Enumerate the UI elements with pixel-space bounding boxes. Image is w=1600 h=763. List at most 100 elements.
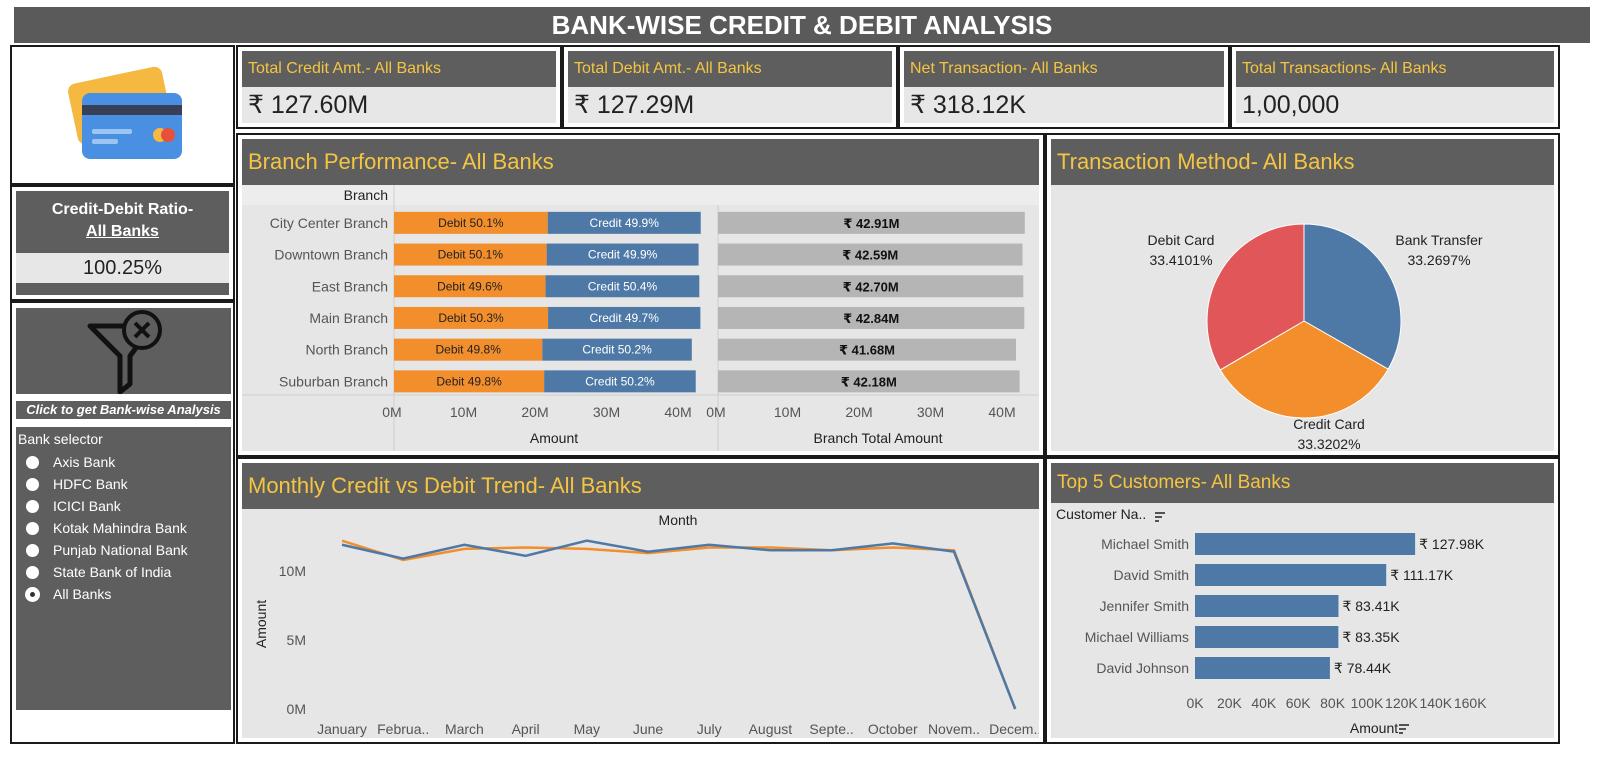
radio-unselected-icon[interactable] xyxy=(26,543,39,557)
pie-slice[interactable] xyxy=(1219,320,1389,419)
debit-bar-label: Debit 49.8% xyxy=(435,343,501,357)
bank-option[interactable]: Punjab National Bank xyxy=(26,539,231,561)
branch-header-row xyxy=(242,185,1039,205)
bank-option[interactable]: State Bank of India xyxy=(26,561,231,583)
customer-name: Michael Williams xyxy=(1085,629,1189,645)
trend-title: Monthly Credit vs Debit Trend- All Banks xyxy=(242,463,1039,509)
credit-bar[interactable] xyxy=(544,370,696,393)
total-bar[interactable] xyxy=(718,306,1025,329)
total-bar[interactable] xyxy=(718,338,1017,361)
bank-option-label: Punjab National Bank xyxy=(53,542,188,558)
x-tick-label: 160K xyxy=(1454,695,1487,711)
credit-bar-label: Credit 50.2% xyxy=(585,374,655,388)
x-tick-label: Februa.. xyxy=(377,721,429,737)
kpi-value: ₹ 127.29M xyxy=(568,87,892,123)
total-bar-label: ₹ 41.68M xyxy=(839,343,895,358)
kpi-value: ₹ 127.60M xyxy=(242,87,556,123)
radio-unselected-icon[interactable] xyxy=(26,499,39,513)
ratio-value: 100.25% xyxy=(16,253,229,283)
x-tick-label: 40M xyxy=(988,404,1015,420)
bank-option[interactable]: All Banks xyxy=(26,583,231,605)
customer-bar[interactable] xyxy=(1195,595,1339,617)
bank-option[interactable]: Axis Bank xyxy=(26,451,231,473)
trend-chart: Month Amount 0M 5M 10M January Februa.. March Ap… xyxy=(253,512,1039,737)
credit-bar[interactable] xyxy=(542,338,692,361)
debit-bar[interactable] xyxy=(394,243,547,266)
branch-chart-area: Branch City Center Branch Debit 50.1% Credi… xyxy=(242,185,1039,451)
kpi-label: Net Transaction- All Banks xyxy=(904,51,1224,87)
credit-card-icon xyxy=(68,66,182,159)
customer-bar[interactable] xyxy=(1195,533,1416,555)
pie-title: Transaction Method- All Banks xyxy=(1051,139,1554,185)
x-tick-label: 40K xyxy=(1251,695,1277,711)
radio-unselected-icon[interactable] xyxy=(26,565,39,579)
total-bar[interactable] xyxy=(718,211,1025,234)
x-tick-label: March xyxy=(445,721,484,737)
kpi-label: Total Transactions- All Banks xyxy=(1236,51,1554,87)
credit-bar[interactable] xyxy=(545,275,700,298)
customer-bar[interactable] xyxy=(1195,657,1330,679)
bank-option-label: State Bank of India xyxy=(53,564,172,580)
branch-name: Main Branch xyxy=(309,310,388,326)
customer-bar[interactable] xyxy=(1195,626,1339,648)
pie-slice[interactable] xyxy=(1303,223,1402,370)
branch-title: Branch Performance- All Banks xyxy=(242,139,1039,185)
debit-bar-label: Debit 50.1% xyxy=(438,216,504,230)
pie-chart: Bank Transfer 33.2697% Credit Card 33.3202%… xyxy=(1148,223,1483,451)
total-bar-label: ₹ 42.70M xyxy=(843,279,899,294)
x-tick-label: 10M xyxy=(774,404,801,420)
bank-option[interactable]: Kotak Mahindra Bank xyxy=(26,517,231,539)
x-tick-label: January xyxy=(317,721,367,737)
branch-name: Downtown Branch xyxy=(274,247,388,263)
customers-panel: Top 5 Customers- All Banks Customer Na..… xyxy=(1045,457,1560,744)
credit-bar[interactable] xyxy=(546,243,699,266)
credit-bar-label: Credit 49.9% xyxy=(588,248,658,262)
kpi-value: ₹ 318.12K xyxy=(904,87,1224,123)
x-tick-label: 20M xyxy=(521,404,548,420)
total-bar[interactable] xyxy=(718,370,1020,393)
bank-option-label: Kotak Mahindra Bank xyxy=(53,520,187,536)
debit-bar[interactable] xyxy=(394,370,545,393)
x-tick-label: 120K xyxy=(1385,695,1418,711)
bank-option[interactable]: HDFC Bank xyxy=(26,473,231,495)
radio-unselected-icon[interactable] xyxy=(26,455,39,469)
pie-slice-percent: 33.3202% xyxy=(1297,436,1360,451)
total-bar[interactable] xyxy=(718,243,1023,266)
bank-option[interactable]: ICICI Bank xyxy=(26,495,231,517)
debit-bar[interactable] xyxy=(394,211,548,234)
radio-unselected-icon[interactable] xyxy=(26,477,39,491)
x-tick-label: May xyxy=(574,721,600,737)
x-tick-label: 0M xyxy=(382,404,401,420)
debit-line[interactable] xyxy=(341,539,1017,710)
debit-bar[interactable] xyxy=(394,306,549,329)
trend-panel: Monthly Credit vs Debit Trend- All Banks… xyxy=(236,457,1045,744)
credit-bar[interactable] xyxy=(547,211,701,234)
radio-selected-icon[interactable] xyxy=(26,587,39,601)
credit-bar-label: Credit 49.7% xyxy=(590,311,660,325)
radio-unselected-icon[interactable] xyxy=(26,521,39,535)
debit-bar[interactable] xyxy=(394,275,546,298)
customer-bar-label: ₹ 78.44K xyxy=(1334,660,1392,676)
credit-bar[interactable] xyxy=(548,306,701,329)
bank-selector-label: Bank selector xyxy=(18,431,103,447)
clear-filter-button[interactable] xyxy=(16,308,231,395)
customer-name: David Smith xyxy=(1114,567,1189,583)
total-bar[interactable] xyxy=(718,275,1024,298)
sort-icon[interactable] xyxy=(1399,724,1409,734)
customer-bar[interactable] xyxy=(1195,564,1387,586)
total-bar-label: ₹ 42.59M xyxy=(842,248,898,263)
credit-line[interactable] xyxy=(341,539,1017,710)
kpi-net-transaction: Net Transaction- All Banks ₹ 318.12K xyxy=(898,45,1230,129)
pie-slice[interactable] xyxy=(1206,223,1305,371)
branch-panel: Branch Performance- All Banks Branch City… xyxy=(236,133,1045,457)
logo-panel xyxy=(10,45,235,185)
x-tick-label: 60K xyxy=(1286,695,1312,711)
kpi-label: Total Debit Amt.- All Banks xyxy=(568,51,892,87)
kpi-label: Total Credit Amt.- All Banks xyxy=(242,51,556,87)
debit-bar[interactable] xyxy=(394,338,543,361)
x-tick-label: 40M xyxy=(664,404,691,420)
sort-icon[interactable] xyxy=(1155,512,1165,522)
debit-bar-label: Debit 49.6% xyxy=(437,279,503,293)
x-tick-label: 80K xyxy=(1320,695,1346,711)
customers-chart: Customer Na.. Michael Smith ₹ 127.98K David… xyxy=(1056,506,1487,736)
